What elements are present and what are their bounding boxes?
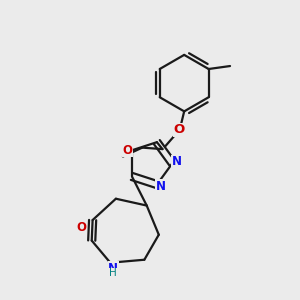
Text: O: O [123,144,133,157]
Text: N: N [172,155,182,168]
Text: O: O [77,221,87,234]
Text: O: O [173,123,184,136]
Text: N: N [108,262,118,275]
Text: H: H [110,268,117,278]
Text: N: N [156,180,166,193]
